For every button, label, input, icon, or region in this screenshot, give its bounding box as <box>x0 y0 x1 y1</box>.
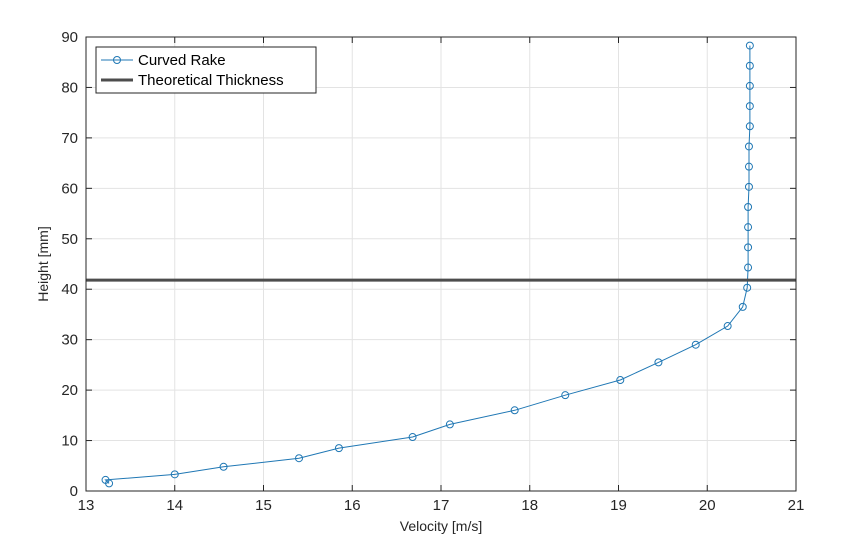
x-tick-label: 14 <box>166 497 183 514</box>
data-point-curved-rake <box>445 420 454 429</box>
data-point-curved-rake <box>745 122 754 131</box>
data-point-curved-rake <box>510 406 519 415</box>
legend-label-curved-rake: Curved Rake <box>138 52 226 69</box>
x-tick-label: 19 <box>610 497 627 514</box>
y-tick-label: 60 <box>61 180 78 197</box>
data-point-curved-rake <box>744 182 753 191</box>
y-tick-label: 20 <box>61 382 78 399</box>
legend-box <box>95 46 317 94</box>
data-point-curved-rake <box>723 322 732 331</box>
y-tick-label: 10 <box>61 433 78 450</box>
y-tick-label: 40 <box>61 281 78 298</box>
x-tick-label: 17 <box>433 497 450 514</box>
data-point-curved-rake <box>743 283 752 292</box>
x-tick-label: 20 <box>699 497 716 514</box>
data-point-curved-rake <box>744 243 753 252</box>
data-point-curved-rake <box>744 142 753 151</box>
data-point-curved-rake <box>334 444 343 453</box>
series-layer <box>86 41 796 488</box>
y-tick-label: 0 <box>70 483 78 500</box>
data-point-curved-rake <box>744 202 753 211</box>
data-point-curved-rake <box>408 433 417 442</box>
data-point-curved-rake <box>691 340 700 349</box>
legend: Curved Rake Theoretical Thickness <box>95 46 317 94</box>
data-point-curved-rake <box>745 102 754 111</box>
data-point-curved-rake <box>744 263 753 272</box>
tick-labels: 13 14 15 16 17 18 19 20 21 0 10 20 30 40 50 60 70 80 90 <box>61 29 804 514</box>
data-point-curved-rake <box>219 462 228 471</box>
data-point-curved-rake <box>101 475 110 484</box>
y-tick-label: 50 <box>61 231 78 248</box>
data-point-curved-rake <box>745 61 754 70</box>
y-tick-label: 90 <box>61 29 78 46</box>
y-tick-label: 80 <box>61 79 78 96</box>
data-point-curved-rake <box>745 81 754 90</box>
x-tick-label: 16 <box>344 497 361 514</box>
x-tick-label: 15 <box>255 497 272 514</box>
data-point-curved-rake <box>295 454 303 463</box>
data-point-curved-rake <box>561 391 570 400</box>
data-point-curved-rake <box>738 302 747 311</box>
series-line-curved-rake <box>104 45 751 484</box>
data-point-curved-rake <box>616 376 625 385</box>
data-point-curved-rake <box>745 41 754 50</box>
data-point-curved-rake <box>744 223 753 232</box>
data-point-curved-rake <box>170 470 179 479</box>
x-tick-label: 13 <box>78 497 95 514</box>
grid <box>86 37 796 491</box>
x-tick-label: 18 <box>521 497 538 514</box>
y-tick-label: 70 <box>61 130 78 147</box>
data-point-curved-rake <box>654 358 663 367</box>
x-axis-label: Velocity [m/s] <box>400 518 482 534</box>
x-tick-label: 21 <box>788 497 805 514</box>
data-point-curved-rake <box>744 162 753 171</box>
legend-label-theoretical-thickness: Theoretical Thickness <box>138 72 284 89</box>
y-axis-label: Height [mm] <box>35 226 51 301</box>
legend-marker-curved-rake <box>113 56 121 64</box>
y-tick-label: 30 <box>61 332 78 349</box>
